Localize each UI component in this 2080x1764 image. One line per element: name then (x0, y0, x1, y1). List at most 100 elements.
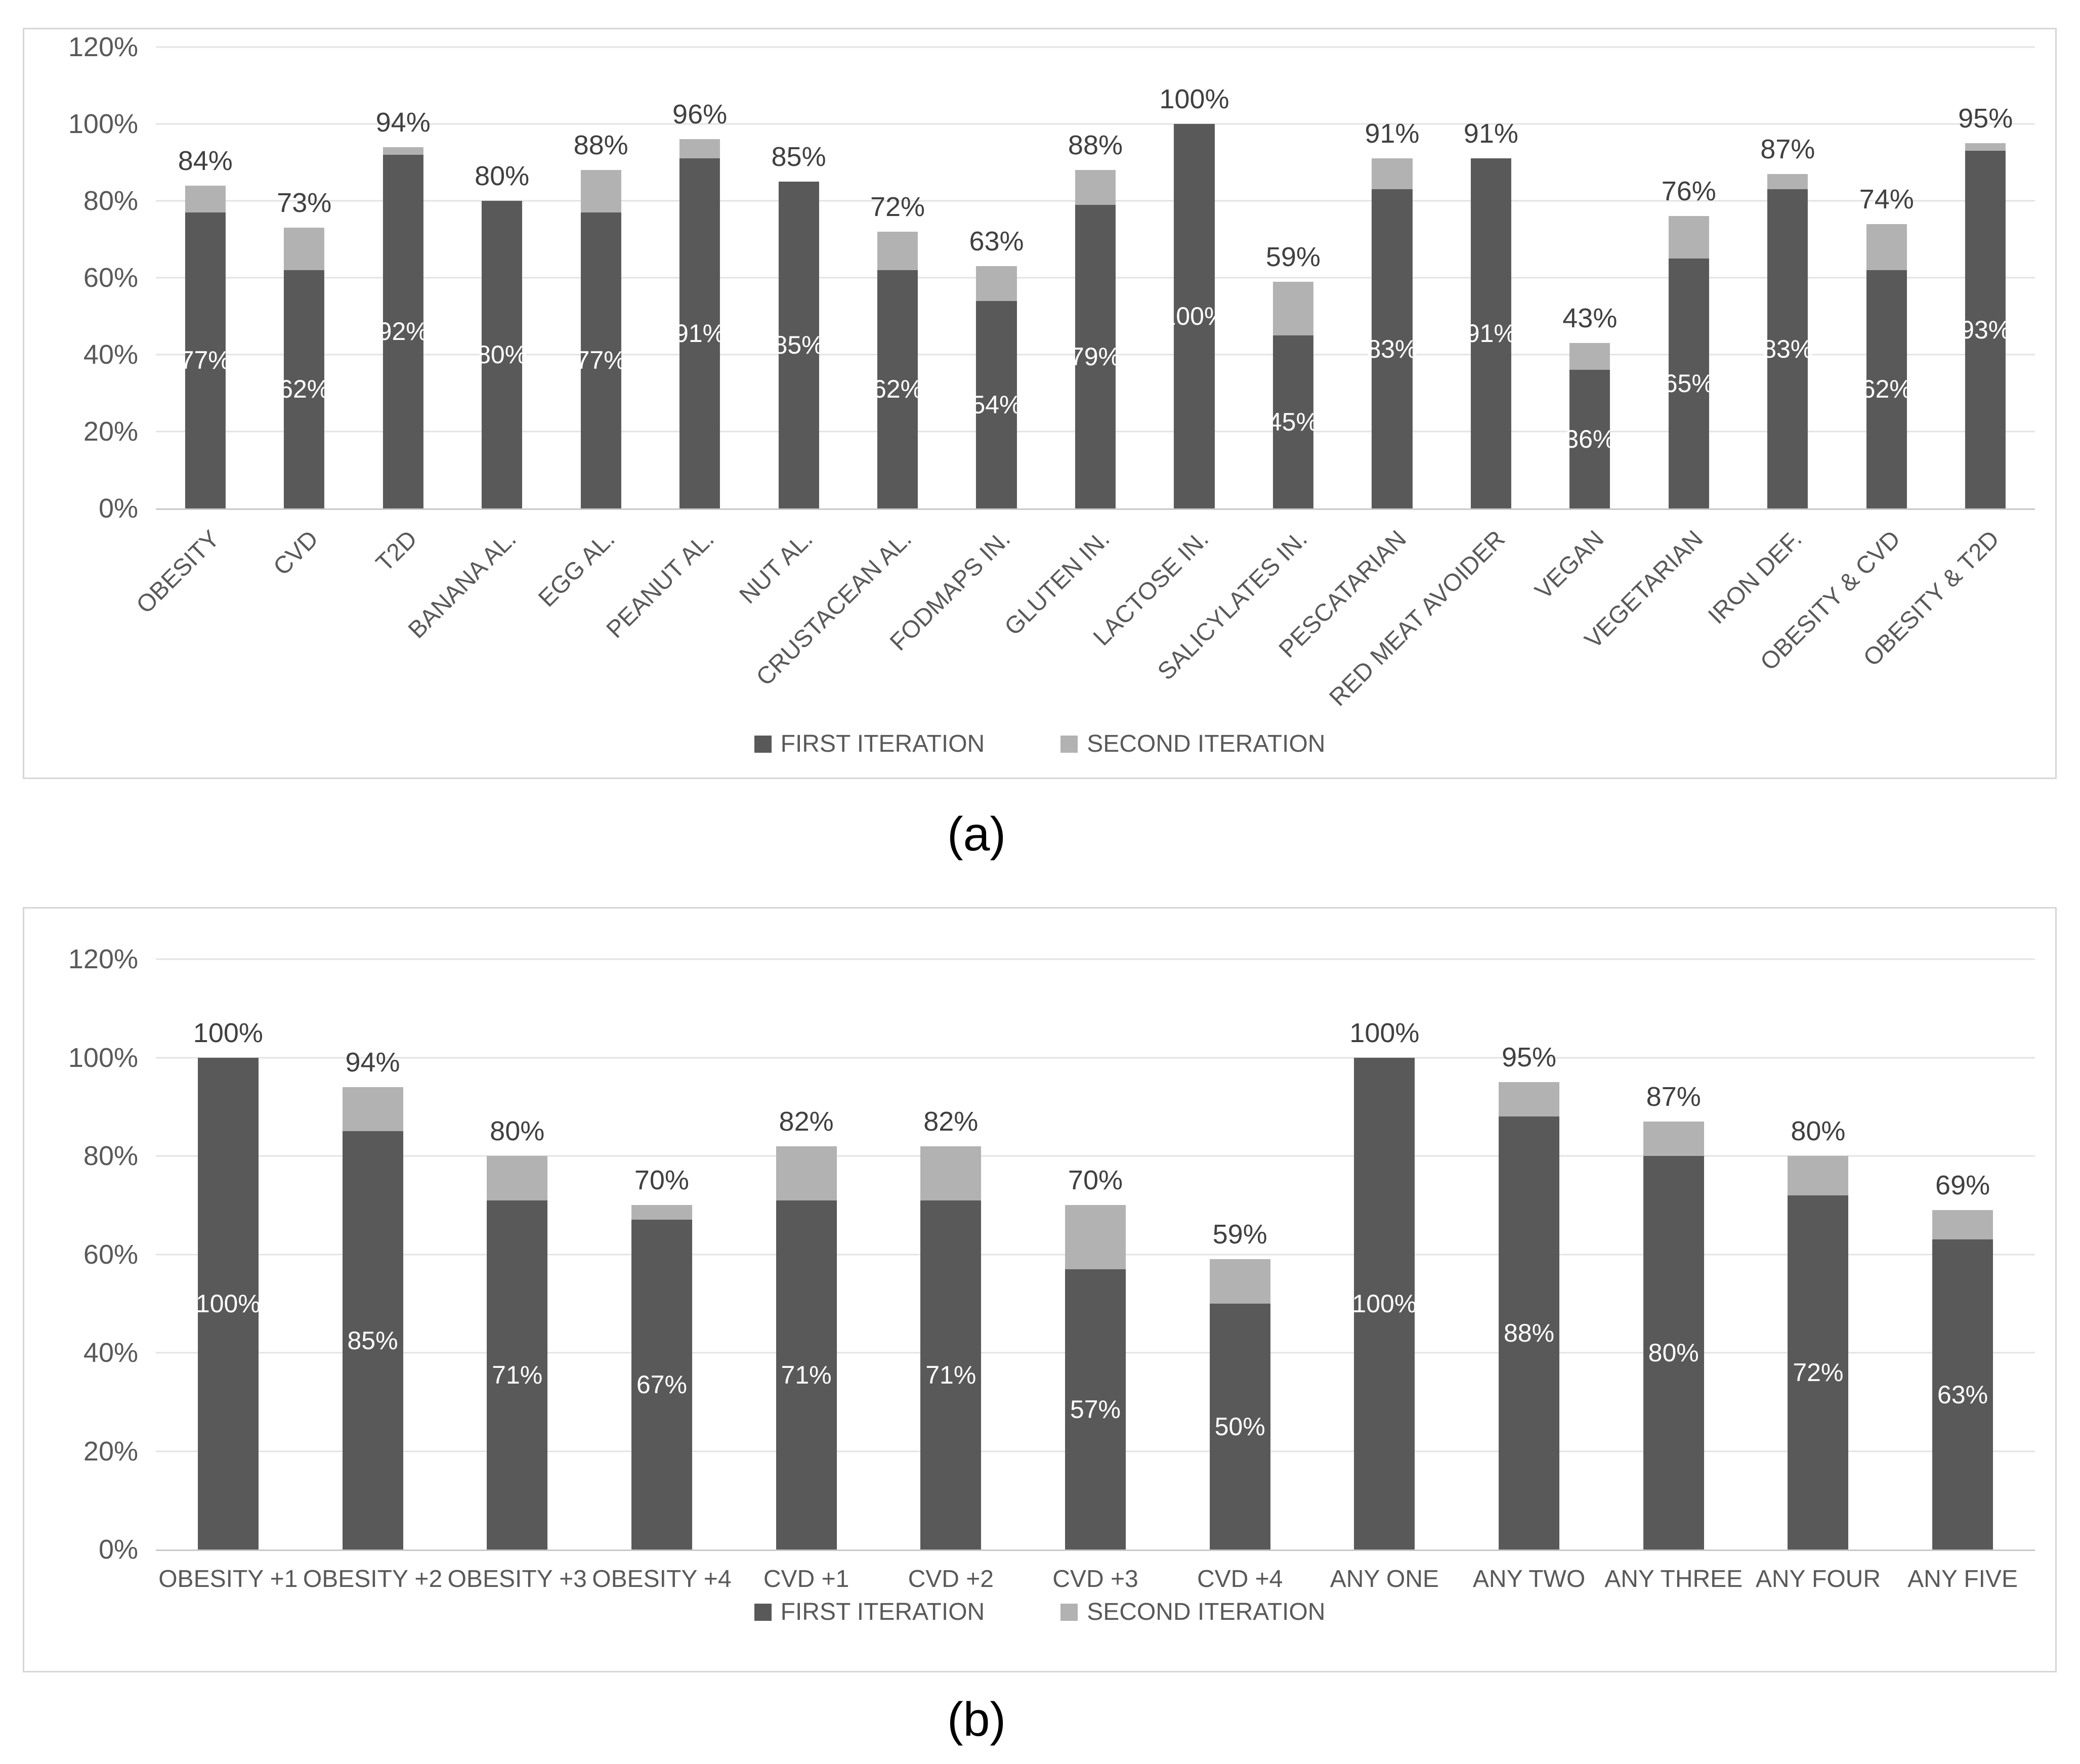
chart-b-category-axis: OBESITY +1 OBESITY +2 OBESITY +3 OBESITY +4… (156, 1551, 2035, 1594)
bar-segment-first-iteration (1965, 151, 2006, 508)
total-value-label: 95% (1501, 1042, 1557, 1073)
first-iteration-value-label: 79% (1070, 342, 1121, 371)
category-label-text: CVD +1 (763, 1566, 850, 1593)
total-value-label: 72% (870, 191, 925, 222)
second-iteration-swatch-icon (1060, 1603, 1078, 1621)
gridline (156, 46, 2035, 48)
bar-segment-first-iteration (185, 212, 226, 508)
first-iteration-value-label: 91% (674, 319, 726, 348)
first-iteration-value-label: 100% (1162, 302, 1227, 330)
category-label-text: OBESITY +3 (447, 1566, 587, 1593)
bar-column: 100% 100% (156, 959, 301, 1550)
gridline (156, 1057, 2035, 1058)
total-value-label: 82% (923, 1106, 979, 1137)
bar-column: 36% 43% (1541, 47, 1639, 508)
bar-segment-first-iteration (1065, 1269, 1126, 1550)
category-label: CVD +3 (1023, 1551, 1168, 1594)
bar-column: 57% 70% (1023, 959, 1168, 1550)
bar-column: 50% 59% (1168, 959, 1312, 1550)
category-label: BANANA AL. (403, 510, 551, 705)
bar-column: 71% 82% (878, 959, 1023, 1550)
legend-item-second-iteration: SECOND ITERATION (1060, 1598, 1325, 1626)
first-iteration-value-label: 93% (1960, 315, 2011, 344)
first-iteration-value-label: 54% (971, 390, 1022, 419)
y-axis-tick-label: 60% (83, 263, 138, 293)
bar-column: 71% 82% (734, 959, 879, 1550)
bar-segment-first-iteration (1174, 124, 1215, 508)
total-value-label: 84% (178, 145, 233, 176)
gridline (156, 123, 2035, 125)
total-value-label: 70% (1068, 1165, 1123, 1196)
bar-segment-first-iteration (1866, 270, 1907, 508)
y-axis-tick-label: 20% (83, 1436, 138, 1467)
category-label: CVD +2 (878, 1551, 1023, 1594)
bar-segment-second-iteration (1643, 1121, 1704, 1156)
bar-segment-second-iteration (976, 266, 1017, 301)
first-iteration-value-label: 83% (1762, 334, 1813, 363)
bar-column: 71% 80% (445, 959, 589, 1550)
bar-segment-first-iteration (631, 1220, 692, 1550)
bar-segment-second-iteration (185, 185, 226, 212)
bar-segment-first-iteration (342, 1131, 403, 1550)
bar-segment-second-iteration (1075, 170, 1116, 205)
first-iteration-swatch-icon (754, 735, 772, 753)
bar-segment-first-iteration (1668, 259, 1709, 508)
chart-a-legend: FIRST ITERATION SECOND ITERATION (24, 730, 2055, 758)
first-iteration-value-label: 91% (1465, 319, 1516, 348)
total-value-label: 94% (375, 107, 431, 138)
total-value-label: 87% (1646, 1081, 1701, 1112)
total-value-label: 59% (1212, 1219, 1267, 1250)
legend-item-first-iteration: FIRST ITERATION (754, 730, 985, 758)
bar-segment-second-iteration (920, 1146, 982, 1200)
category-label-text: ANY FIVE (1907, 1566, 2018, 1593)
y-axis-tick-label: 60% (83, 1239, 138, 1270)
total-value-label: 80% (475, 161, 530, 192)
category-label-text: VEGAN (1530, 525, 1609, 605)
chart-panel-b: 0% 20% 40% 60% 80% 100% 120% 100% 100% 85% 94% 71% 8… (23, 907, 2057, 1672)
bar-column: 91% 96% (650, 47, 749, 508)
total-value-label: 73% (277, 188, 332, 219)
bar-segment-first-iteration (1788, 1195, 1849, 1550)
category-label-text: CVD +4 (1197, 1566, 1283, 1593)
y-axis-tick-label: 40% (83, 339, 138, 370)
chart-a-category-axis: OBESITY CVD T2D BANANA AL. EGG AL. PEANUT AL.… (131, 510, 2035, 712)
first-iteration-value-label: 36% (1564, 425, 1616, 454)
bar-column: 45% 59% (1244, 47, 1342, 508)
bar-column: 92% 94% (354, 47, 452, 508)
plot-columns: 77% 84% 62% 73% 92% 94% 80% 80% 77% 88% 91% 96% 85% 8… (156, 47, 2035, 508)
bar-segment-first-iteration (197, 1057, 259, 1550)
y-axis-tick-label: 120% (68, 32, 138, 62)
bar-column: 83% 87% (1738, 47, 1837, 508)
bar-column: 88% 95% (1457, 959, 1601, 1550)
total-value-label: 70% (634, 1165, 689, 1196)
category-label-text: CVD +3 (1052, 1566, 1138, 1593)
category-label-text: OBESITY +4 (592, 1566, 732, 1593)
y-axis-tick-label: 120% (68, 944, 138, 974)
bar-segment-first-iteration (1209, 1303, 1270, 1550)
total-value-label: 96% (672, 99, 728, 130)
first-iteration-value-label: 65% (1663, 369, 1714, 398)
legend-item-second-iteration: SECOND ITERATION (1060, 730, 1325, 758)
category-label-text: CVD +2 (908, 1566, 994, 1593)
category-label-text: ANY TWO (1472, 1566, 1586, 1593)
bar-segment-first-iteration (778, 182, 819, 508)
bar-segment-first-iteration (976, 300, 1017, 508)
first-iteration-value-label: 85% (347, 1326, 398, 1355)
category-label: ANY FOUR (1746, 1551, 1891, 1594)
y-axis-tick-label: 100% (68, 1042, 138, 1073)
bar-segment-first-iteration (680, 158, 720, 508)
y-axis-tick-label: 20% (83, 416, 138, 447)
category-label: ANY THREE (1601, 1551, 1746, 1594)
bar-segment-second-iteration (1866, 224, 1907, 270)
bar-segment-second-iteration (631, 1205, 692, 1220)
category-label: OBESITY +2 (301, 1551, 445, 1594)
category-label-text: OBESITY +1 (158, 1566, 298, 1593)
total-value-label: 59% (1265, 241, 1321, 272)
bar-segment-first-iteration (482, 201, 523, 508)
first-iteration-value-label: 57% (1070, 1395, 1121, 1424)
bar-segment-first-iteration (1499, 1116, 1560, 1550)
subfigure-caption-a: (a) (947, 807, 1006, 861)
bar-segment-second-iteration (1965, 143, 2006, 151)
bar-segment-first-iteration (487, 1200, 548, 1550)
chart-b-legend: FIRST ITERATION SECOND ITERATION (24, 1598, 2055, 1626)
